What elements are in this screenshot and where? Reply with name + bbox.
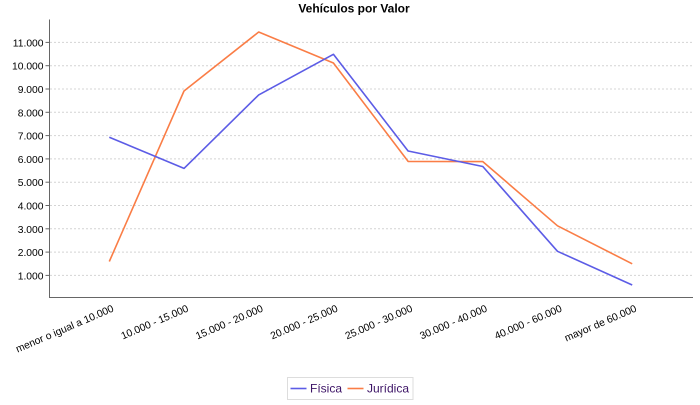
svg-text:6.000: 6.000 [18, 155, 44, 166]
svg-text:Física: Física [310, 382, 342, 396]
svg-text:Jurídica: Jurídica [367, 382, 409, 396]
svg-text:3.000: 3.000 [18, 225, 44, 236]
svg-text:1.000: 1.000 [18, 271, 44, 282]
svg-text:4.000: 4.000 [18, 202, 44, 213]
svg-text:11.000: 11.000 [13, 38, 44, 49]
svg-text:Vehículos por Valor: Vehículos por Valor [298, 2, 410, 16]
svg-text:9.000: 9.000 [18, 85, 44, 96]
svg-text:10.000: 10.000 [12, 62, 44, 73]
svg-text:2.000: 2.000 [18, 248, 44, 259]
svg-text:8.000: 8.000 [18, 108, 44, 119]
svg-text:5.000: 5.000 [18, 178, 44, 189]
svg-text:7.000: 7.000 [18, 132, 44, 143]
